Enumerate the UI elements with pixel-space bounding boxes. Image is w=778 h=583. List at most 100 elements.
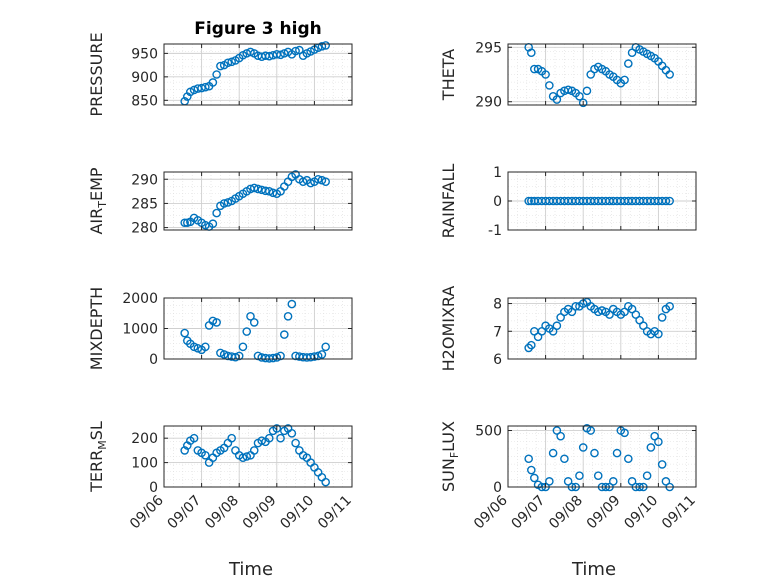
data-point (317, 42, 327, 51)
y-tick-label: -1 (488, 223, 502, 239)
subplot-6: 6 7 8 H2OMIXRA (439, 286, 697, 372)
subplot-grid: 850 900 950 PRESSURE Figure 3 high 290 295 THET… (87, 19, 699, 532)
data-point (578, 98, 588, 108)
data-point (575, 471, 584, 481)
data-point (624, 59, 633, 68)
data-point (321, 41, 330, 50)
data-point (545, 81, 554, 90)
subplot-3: 280 285 290 AIRTEMP (87, 167, 353, 237)
data-point (657, 460, 667, 469)
data-point (578, 443, 588, 452)
data-point (291, 46, 300, 56)
data-point (560, 454, 569, 464)
data-point (261, 186, 270, 196)
x-tick-label: 09/06 (471, 492, 511, 532)
data-point (590, 448, 599, 458)
data-point (527, 48, 536, 58)
data-point (242, 327, 252, 336)
data-point (530, 473, 539, 483)
data-point (563, 85, 573, 95)
data-point (317, 175, 327, 185)
y-tick-label: 200 (131, 431, 158, 447)
data-point (545, 477, 554, 486)
subplot-5: 0 1000 2000 MIXDEPTH (87, 287, 353, 370)
y-axis-label: MIXDEPTH (87, 287, 106, 370)
data-point (223, 58, 233, 68)
axes-frame (163, 425, 353, 488)
data-point (272, 424, 282, 433)
data-point (216, 61, 225, 71)
subplot-4: -1 0 1 RAINFALL (439, 164, 697, 239)
y-tick-label: 850 (131, 93, 158, 109)
data-point (524, 454, 533, 464)
x-tick-label: 09/08 (202, 493, 242, 533)
data-point (530, 64, 539, 74)
x-tick-label: 09/07 (509, 493, 549, 533)
y-tick-label: 0 (493, 480, 502, 496)
data-point (287, 429, 297, 438)
data-point (253, 184, 263, 194)
data-point (246, 47, 255, 57)
data-point (249, 183, 259, 193)
data-point (212, 70, 221, 79)
data-point (321, 342, 330, 352)
data-point (189, 433, 199, 443)
data-point (593, 471, 603, 481)
data-point (208, 78, 218, 87)
data-point (246, 311, 255, 321)
y-axis-label: H2OMIXRA (439, 286, 458, 372)
x-axis-label-left: Time (228, 559, 273, 580)
data-point (624, 454, 633, 464)
data-point (313, 174, 323, 184)
data-point (291, 438, 300, 448)
chart-title: Figure 3 high (194, 19, 322, 39)
data-point (201, 450, 210, 460)
data-point (257, 436, 267, 445)
x-tick-label: 09/11 (659, 493, 699, 533)
data-point (197, 83, 206, 93)
x-axis-label-right: Time (571, 559, 616, 580)
data-point (180, 218, 189, 228)
axes-frame (507, 425, 697, 488)
data-point (283, 311, 293, 321)
y-axis-label: PRESSURE (87, 32, 106, 116)
axes-frame (507, 43, 697, 106)
y-tick-label: 290 (131, 172, 158, 188)
x-tick-label: 09/06 (127, 492, 167, 532)
data-point (597, 306, 607, 315)
y-tick-label: 2000 (122, 291, 158, 307)
x-tick-label: 09/07 (165, 493, 205, 533)
data-point (276, 433, 285, 443)
y-axis-label: SUNFLUX (439, 421, 461, 492)
y-axis-label: AIRTEMP (87, 167, 109, 234)
data-point (527, 465, 536, 475)
data-point (642, 471, 652, 481)
subplot-1: 850 900 950 PRESSURE Figure 3 high (87, 19, 353, 117)
data-point (212, 208, 221, 218)
data-point (280, 330, 289, 339)
data-point (612, 448, 622, 458)
x-tick-label: 09/09 (240, 493, 280, 533)
data-point (556, 431, 565, 441)
data-point (264, 187, 274, 196)
data-point (238, 342, 248, 352)
data-point (541, 70, 550, 79)
data-point (654, 437, 663, 447)
data-point (548, 448, 558, 458)
data-point (575, 91, 584, 101)
x-tick-label: 09/10 (277, 493, 317, 533)
y-axis-label: TERRMSL (87, 421, 109, 493)
data-point (201, 342, 210, 352)
data-point (608, 477, 618, 486)
data-point (646, 443, 656, 452)
y-tick-label: 950 (131, 46, 158, 62)
data-point (657, 313, 667, 322)
x-tick-label: 09/11 (315, 493, 355, 533)
data-point (317, 350, 327, 359)
y-tick-label: 0 (149, 480, 158, 496)
y-tick-label: 500 (475, 424, 502, 440)
data-point (321, 477, 330, 487)
